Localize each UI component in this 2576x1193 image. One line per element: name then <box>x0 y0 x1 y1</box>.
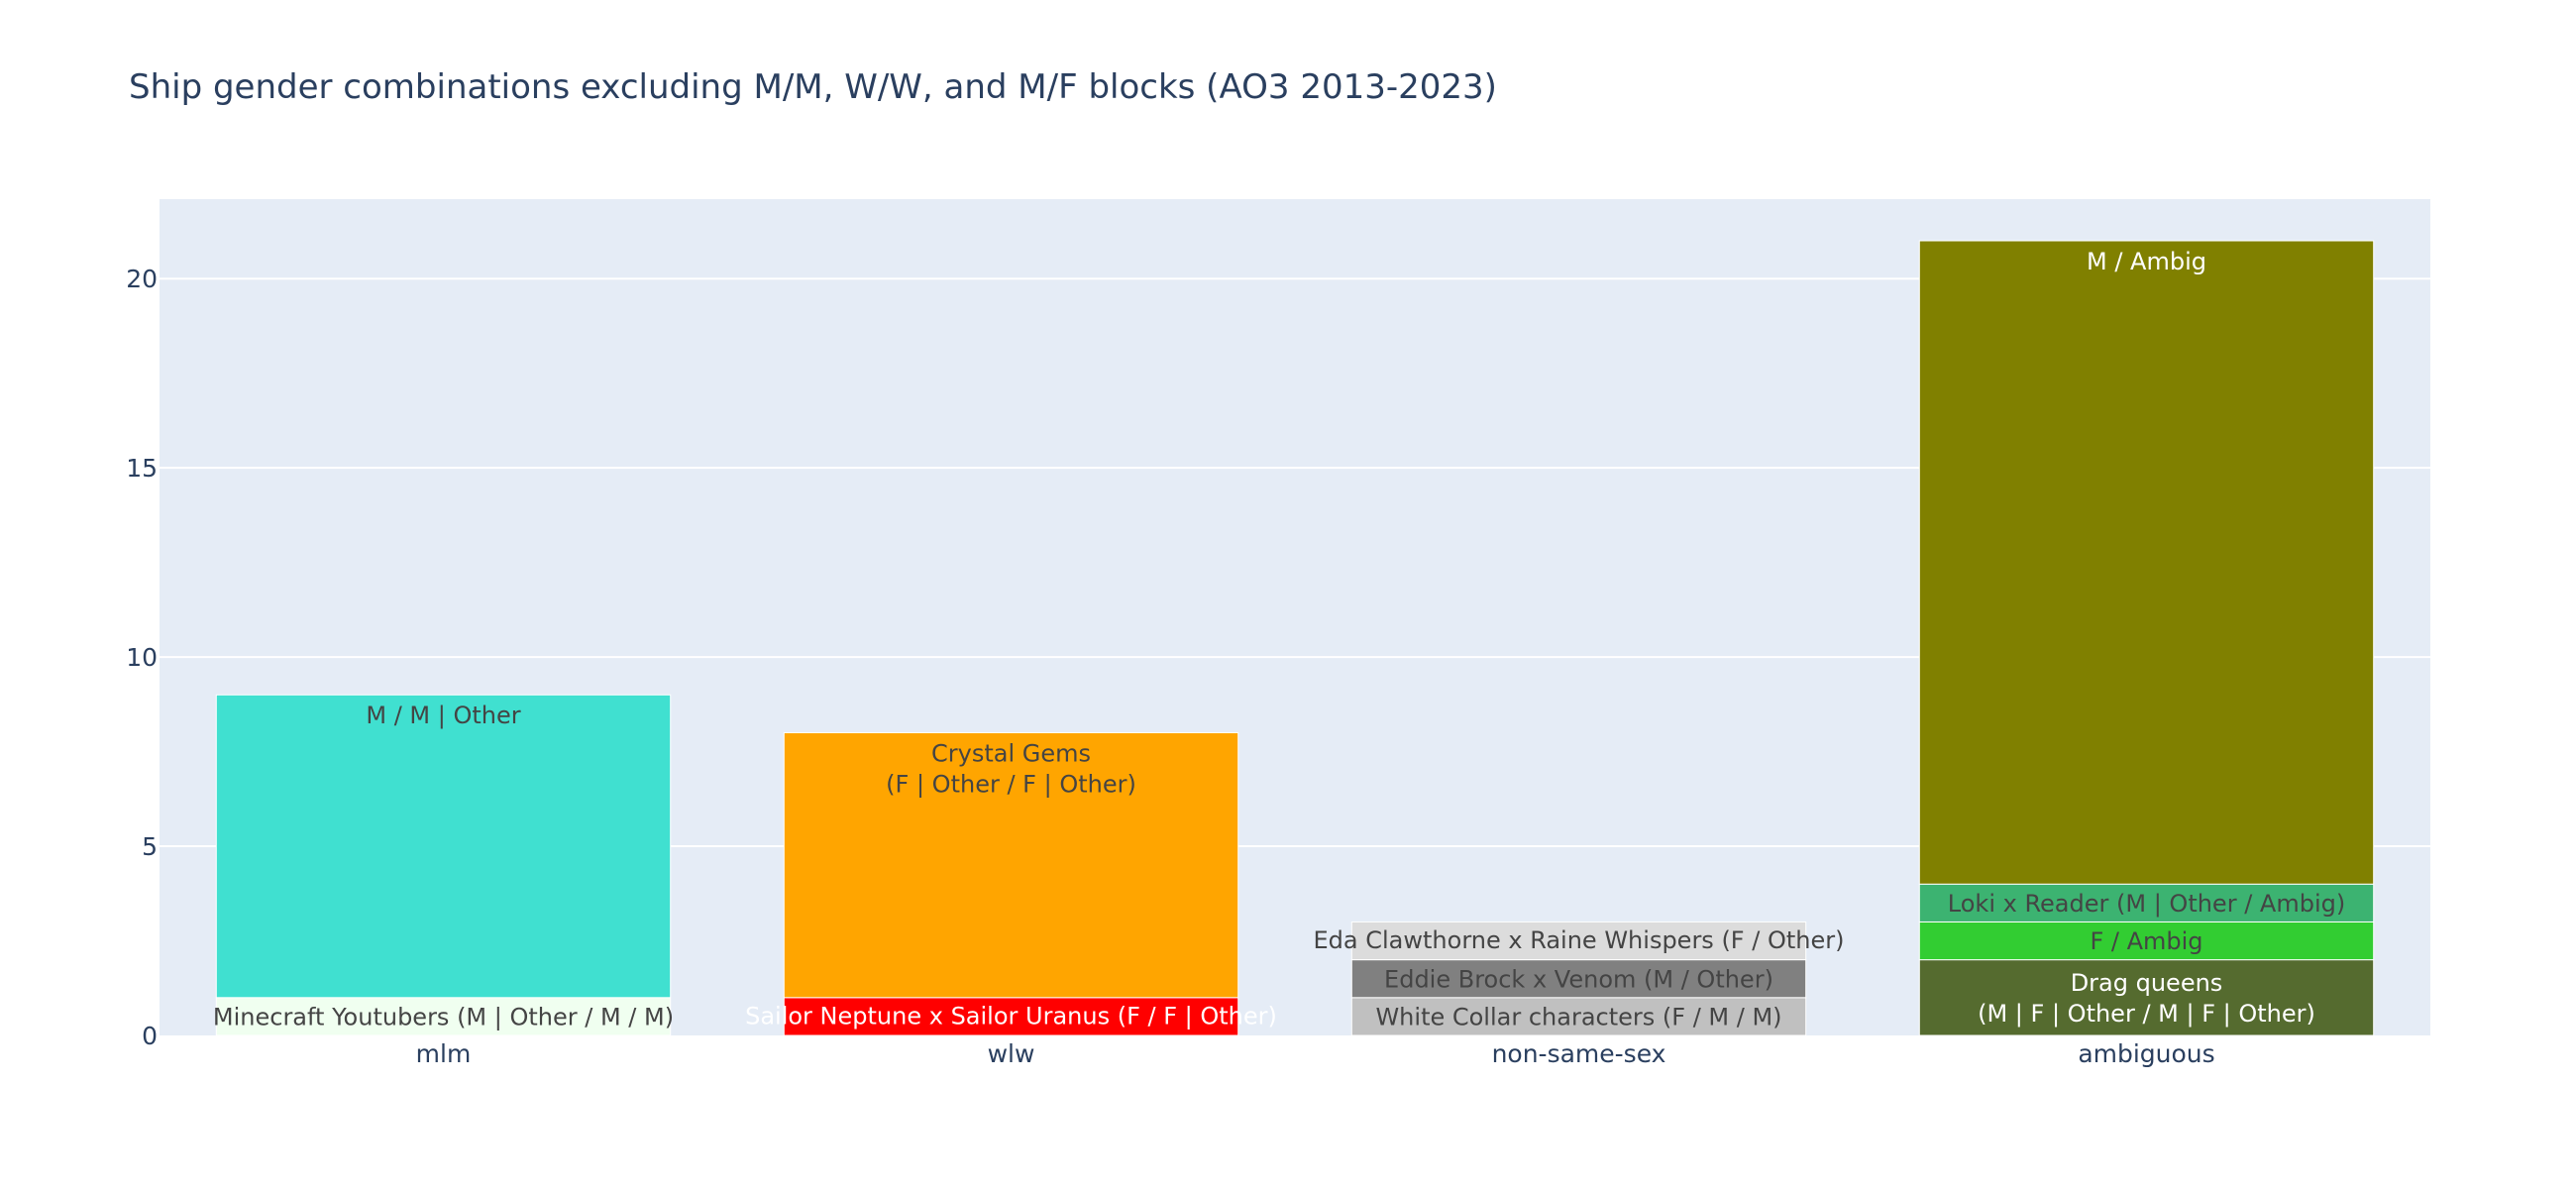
bar-labels: Minecraft Youtubers (M | Other / M / M) M… <box>213 248 2345 1031</box>
bar-label: Loki x Reader (M | Other / Ambig) <box>1948 890 2345 918</box>
bar-label: Eda Clawthorne x Raine Whispers (F / Oth… <box>1314 926 1845 954</box>
bar-label: Sailor Neptune x Sailor Uranus (F / F | … <box>745 1002 1277 1030</box>
x-tick-label: non-same-sex <box>1492 1039 1666 1068</box>
bar-label: Minecraft Youtubers (M | Other / M / M) <box>213 1004 674 1031</box>
bar-segment <box>215 997 672 1036</box>
bar-segment <box>1350 997 1807 1036</box>
bars <box>215 240 2375 1036</box>
bar-label-line: M / M | Other <box>366 702 520 729</box>
bar-label: Eddie Brock x Venom (M / Other) <box>1384 965 1773 993</box>
bar-label-line: F / Ambig <box>2090 927 2202 955</box>
bar-label-line: (F | Other / F | Other) <box>886 770 1136 798</box>
y-tick-label: 5 <box>142 832 158 861</box>
x-tick-label: mlm <box>416 1039 472 1068</box>
bar-segment <box>1918 921 2375 961</box>
bar-segment <box>1918 240 2375 885</box>
bar-segment <box>783 731 1239 999</box>
bar-label-line: (M | F | Other / M | F | Other) <box>1978 1000 2315 1028</box>
bar-segment <box>215 694 672 999</box>
x-tick-label: wlw <box>988 1039 1035 1068</box>
bar-label-line: Minecraft Youtubers (M | Other / M / M) <box>213 1004 674 1031</box>
bar-segment <box>1350 959 1807 999</box>
bar-label-line: Eda Clawthorne x Raine Whispers (F / Oth… <box>1314 926 1845 954</box>
y-tick-label: 10 <box>126 643 158 672</box>
bar-label: Drag queens (M | F | Other / M | F | Othe… <box>1978 969 2315 1028</box>
x-tick-label: ambiguous <box>2078 1039 2214 1068</box>
bar-label-line: M / Ambig <box>2087 248 2206 275</box>
bar-label: Crystal Gems (F | Other / F | Other) <box>886 739 1136 798</box>
bar-segment <box>1350 921 1807 961</box>
bar-segment <box>783 997 1239 1036</box>
chart-title: Ship gender combinations excluding M/M, … <box>129 67 1497 107</box>
bar-label-line: White Collar characters (F / M / M) <box>1375 1004 1781 1031</box>
bar-label-line: Crystal Gems <box>931 739 1091 767</box>
y-tick-label: 0 <box>142 1022 158 1050</box>
bar-label-line: Sailor Neptune x Sailor Uranus (F / F | … <box>745 1002 1277 1030</box>
bar-label: M / Ambig <box>2087 248 2206 275</box>
bar-segment <box>1918 883 2375 922</box>
bar-label: F / Ambig <box>2090 927 2202 955</box>
axes: 0 5 10 15 20 mlm wlw non-same-sex ambiguous <box>126 265 2215 1068</box>
bar-label-line: Loki x Reader (M | Other / Ambig) <box>1948 890 2345 918</box>
bar-label-line: Eddie Brock x Venom (M / Other) <box>1384 965 1773 993</box>
y-tick-label: 15 <box>126 454 158 483</box>
bar-label: M / M | Other <box>366 702 520 729</box>
bar-segment <box>1918 959 2375 1036</box>
y-tick-label: 20 <box>126 265 158 293</box>
bar-label-line: Drag queens <box>2071 969 2223 997</box>
bar-label: White Collar characters (F / M / M) <box>1375 1004 1781 1031</box>
